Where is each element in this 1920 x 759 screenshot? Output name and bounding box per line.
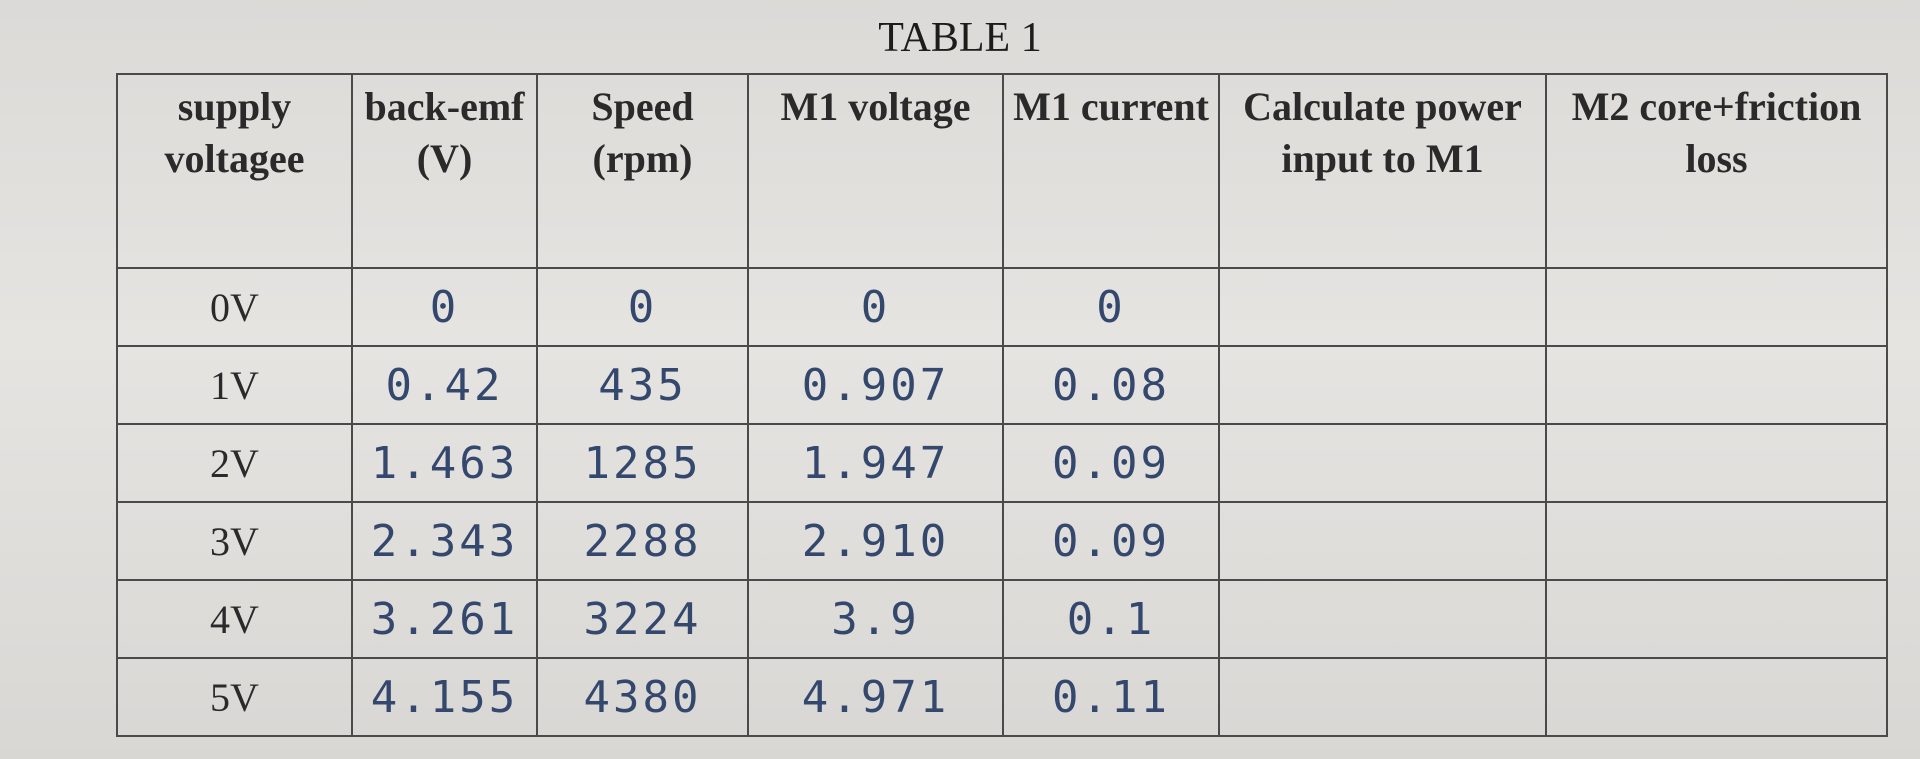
cell: 0.09 (1002, 423, 1220, 503)
cell: 1.947 (747, 423, 1004, 503)
table-row: 4V 3.261 3224 3.9 0.1 (116, 579, 1888, 659)
cell: 0 (747, 267, 1004, 347)
table-row: 3V 2.343 2288 2.910 0.09 (116, 501, 1888, 581)
empty-cell (1545, 345, 1888, 425)
empty-cell (1545, 267, 1888, 347)
column-header: Calculate power input to M1 (1218, 73, 1547, 269)
table-row: 1V 0.42 435 0.907 0.08 (116, 345, 1888, 425)
column-header: M1 current (1002, 73, 1220, 269)
column-header: supply voltagee (116, 73, 353, 269)
column-header: back-emf (V) (351, 73, 538, 269)
cell: 0.907 (747, 345, 1004, 425)
table-row: 0V 0 0 0 0 (116, 267, 1888, 347)
table-row: 5V 4.155 4380 4.971 0.11 (116, 657, 1888, 737)
cell: 435 (536, 345, 749, 425)
empty-cell (1545, 657, 1888, 737)
cell: 1.463 (351, 423, 538, 503)
empty-cell (1218, 345, 1547, 425)
column-header: M1 voltage (747, 73, 1004, 269)
empty-cell (1218, 657, 1547, 737)
cell: 0.42 (351, 345, 538, 425)
cell: 0.11 (1002, 657, 1220, 737)
cell: 4380 (536, 657, 749, 737)
cell: 0 (351, 267, 538, 347)
cell: 2288 (536, 501, 749, 581)
row-label: 3V (116, 501, 353, 581)
cell: 3.261 (351, 579, 538, 659)
cell: 4.155 (351, 657, 538, 737)
cell: 2.343 (351, 501, 538, 581)
row-label: 0V (116, 267, 353, 347)
cell: 0 (536, 267, 749, 347)
row-label: 1V (116, 345, 353, 425)
row-label: 4V (116, 579, 353, 659)
data-table: supply voltagee back-emf (V) Speed (rpm) M1… (116, 73, 1888, 737)
cell: 3.9 (747, 579, 1004, 659)
table-row: 2V 1.463 1285 1.947 0.09 (116, 423, 1888, 503)
empty-cell (1218, 267, 1547, 347)
cell: 1285 (536, 423, 749, 503)
cell: 0.08 (1002, 345, 1220, 425)
cell: 0.1 (1002, 579, 1220, 659)
header-row: supply voltagee back-emf (V) Speed (rpm) M1… (116, 73, 1888, 269)
table-title: TABLE 1 (878, 15, 1042, 61)
empty-cell (1545, 501, 1888, 581)
cell: 4.971 (747, 657, 1004, 737)
empty-cell (1218, 579, 1547, 659)
empty-cell (1545, 423, 1888, 503)
cell: 2.910 (747, 501, 1004, 581)
row-label: 5V (116, 657, 353, 737)
cell: 3224 (536, 579, 749, 659)
empty-cell (1218, 423, 1547, 503)
cell: 0.09 (1002, 501, 1220, 581)
column-header: Speed (rpm) (536, 73, 749, 269)
empty-cell (1218, 501, 1547, 581)
column-header: M2 core+friction loss (1545, 73, 1888, 269)
row-label: 2V (116, 423, 353, 503)
cell: 0 (1002, 267, 1220, 347)
empty-cell (1545, 579, 1888, 659)
